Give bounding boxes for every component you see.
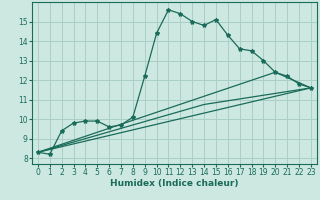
X-axis label: Humidex (Indice chaleur): Humidex (Indice chaleur)	[110, 179, 239, 188]
